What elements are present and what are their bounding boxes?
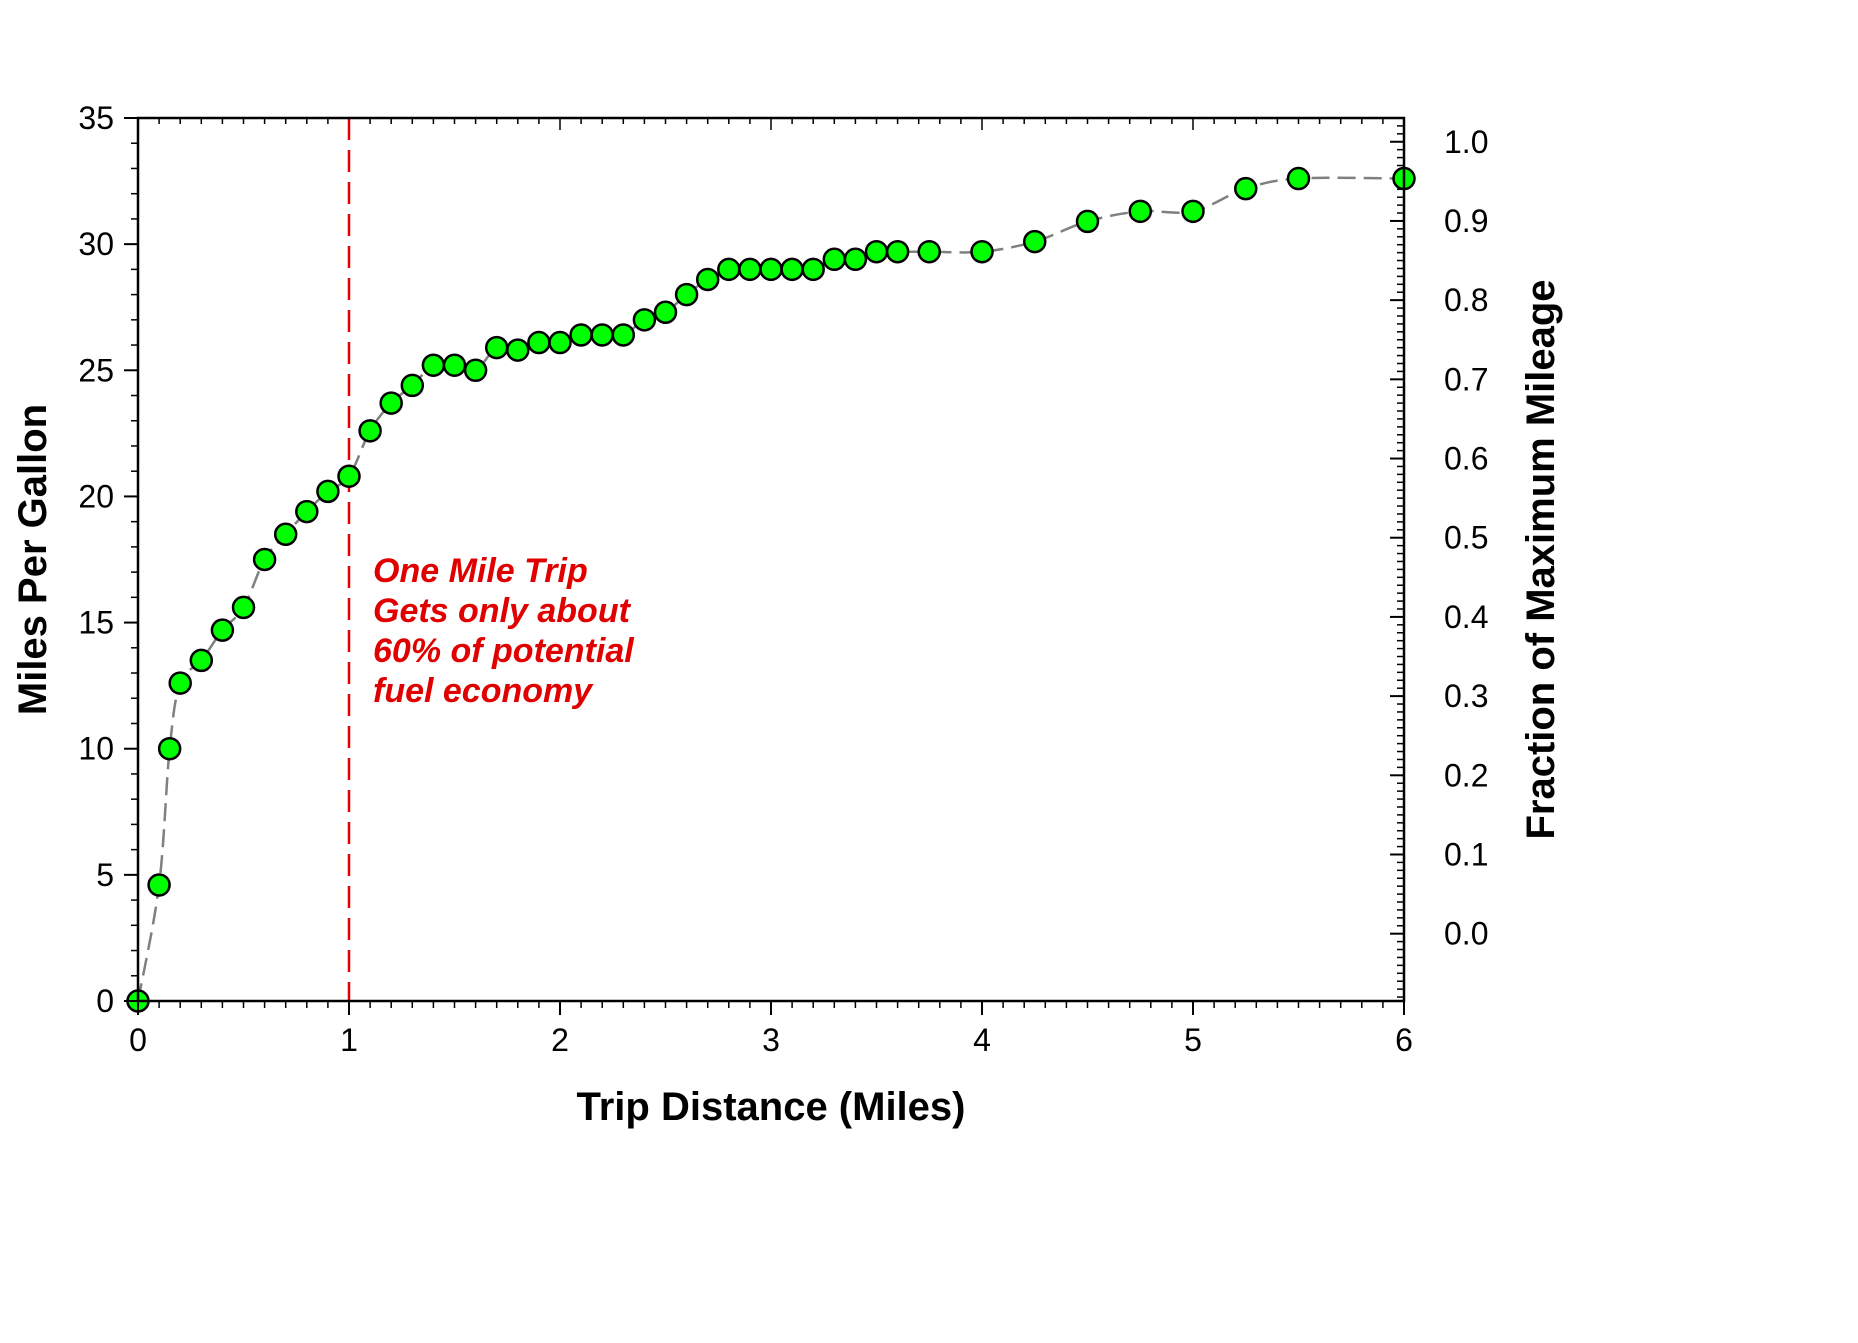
x-tick-label: 1 <box>340 1022 358 1058</box>
data-point <box>864 239 889 264</box>
data-point <box>885 239 910 264</box>
fit-curve <box>136 176 1405 1002</box>
data-point <box>632 308 657 332</box>
data-point <box>970 239 994 264</box>
x-tick-label: 3 <box>762 1022 780 1058</box>
y-axis-title: Miles Per Gallon <box>11 404 55 715</box>
y-tick-label: 0 <box>96 983 114 1019</box>
data-point <box>1286 166 1311 191</box>
data-point <box>1128 199 1152 224</box>
data-points <box>126 166 1416 1013</box>
data-point <box>548 330 572 355</box>
tick-labels: 0 1 2 3 4 5 6 0 5 10 15 20 25 30 35 0.0 0.1 0.2 0.3 0.4 0.5 0… <box>78 100 1488 1058</box>
data-point <box>780 257 804 282</box>
data-point <box>1234 176 1258 201</box>
data-point <box>917 239 941 264</box>
y2-tick-label: 0.0 <box>1444 916 1488 952</box>
data-point <box>252 547 277 572</box>
x-tick-label: 5 <box>1184 1022 1202 1058</box>
y2-tick-label: 0.4 <box>1444 599 1488 635</box>
y-tick-label: 25 <box>78 352 114 388</box>
data-point <box>674 282 699 307</box>
data-point <box>1181 199 1205 224</box>
data-point <box>653 300 678 325</box>
annotation-line-2: Gets only about <box>373 592 632 630</box>
y2-tick-label: 1.0 <box>1444 124 1488 160</box>
data-point <box>801 257 825 282</box>
major-ticks <box>124 117 1405 1015</box>
plot-frame <box>136 116 1406 1003</box>
data-point <box>442 353 467 377</box>
fit-curve-layer <box>136 176 1405 1002</box>
data-point <box>337 464 361 488</box>
x-tick-label: 6 <box>1395 1022 1413 1058</box>
data-point <box>569 323 593 347</box>
minor-ticks <box>131 117 1405 1008</box>
data-point <box>295 499 319 524</box>
y-tick-label: 5 <box>96 857 114 893</box>
data-point <box>695 267 720 292</box>
y2-tick-label: 0.2 <box>1444 757 1488 793</box>
y-tick-label: 20 <box>78 478 114 514</box>
data-point <box>400 373 425 398</box>
one-mile-annotation: One Mile Trip Gets only about 60% of pot… <box>373 552 643 710</box>
data-point <box>157 736 182 761</box>
annotation-line-4: fuel economy <box>373 672 594 710</box>
data-point <box>273 522 298 547</box>
annotation-line-1: One Mile Trip <box>373 552 588 590</box>
y2-tick-label: 0.6 <box>1444 441 1488 477</box>
data-point <box>1023 229 1047 254</box>
data-point <box>611 323 636 347</box>
data-point <box>358 419 382 443</box>
data-point <box>189 648 214 673</box>
data-point <box>738 257 762 282</box>
data-point <box>421 353 446 377</box>
data-point <box>759 257 783 282</box>
data-point <box>316 479 340 504</box>
data-point <box>717 257 741 282</box>
y-tick-label: 10 <box>78 731 114 767</box>
data-point <box>590 323 614 347</box>
y2-tick-label: 0.1 <box>1444 836 1488 872</box>
data-point <box>463 358 488 383</box>
y-tick-label: 30 <box>78 226 114 262</box>
x-tick-label: 0 <box>129 1022 147 1058</box>
data-point <box>379 391 403 415</box>
y2-tick-label: 0.3 <box>1444 678 1488 714</box>
data-point <box>168 671 192 695</box>
annotation-line-3: 60% of potential <box>373 632 635 670</box>
x-tick-label: 2 <box>551 1022 569 1058</box>
data-point <box>1075 209 1100 234</box>
y2-tick-label: 0.7 <box>1444 361 1488 397</box>
y2-axis-title: Fraction of Maximum Mileage <box>1519 279 1563 839</box>
data-point <box>231 595 256 620</box>
y2-tick-label: 0.5 <box>1444 520 1488 556</box>
data-point <box>210 618 235 642</box>
x-axis-title: Trip Distance (Miles) <box>577 1085 966 1129</box>
y2-tick-label: 0.8 <box>1444 282 1488 318</box>
data-point <box>843 247 868 272</box>
y-tick-label: 15 <box>78 605 114 641</box>
y2-tick-label: 0.9 <box>1444 203 1488 239</box>
data-point <box>506 338 530 362</box>
y-tick-label: 35 <box>78 100 114 136</box>
data-point <box>147 873 171 897</box>
data-point <box>527 330 551 355</box>
data-point <box>484 335 509 360</box>
data-point <box>822 247 847 272</box>
x-tick-label: 4 <box>973 1022 991 1058</box>
